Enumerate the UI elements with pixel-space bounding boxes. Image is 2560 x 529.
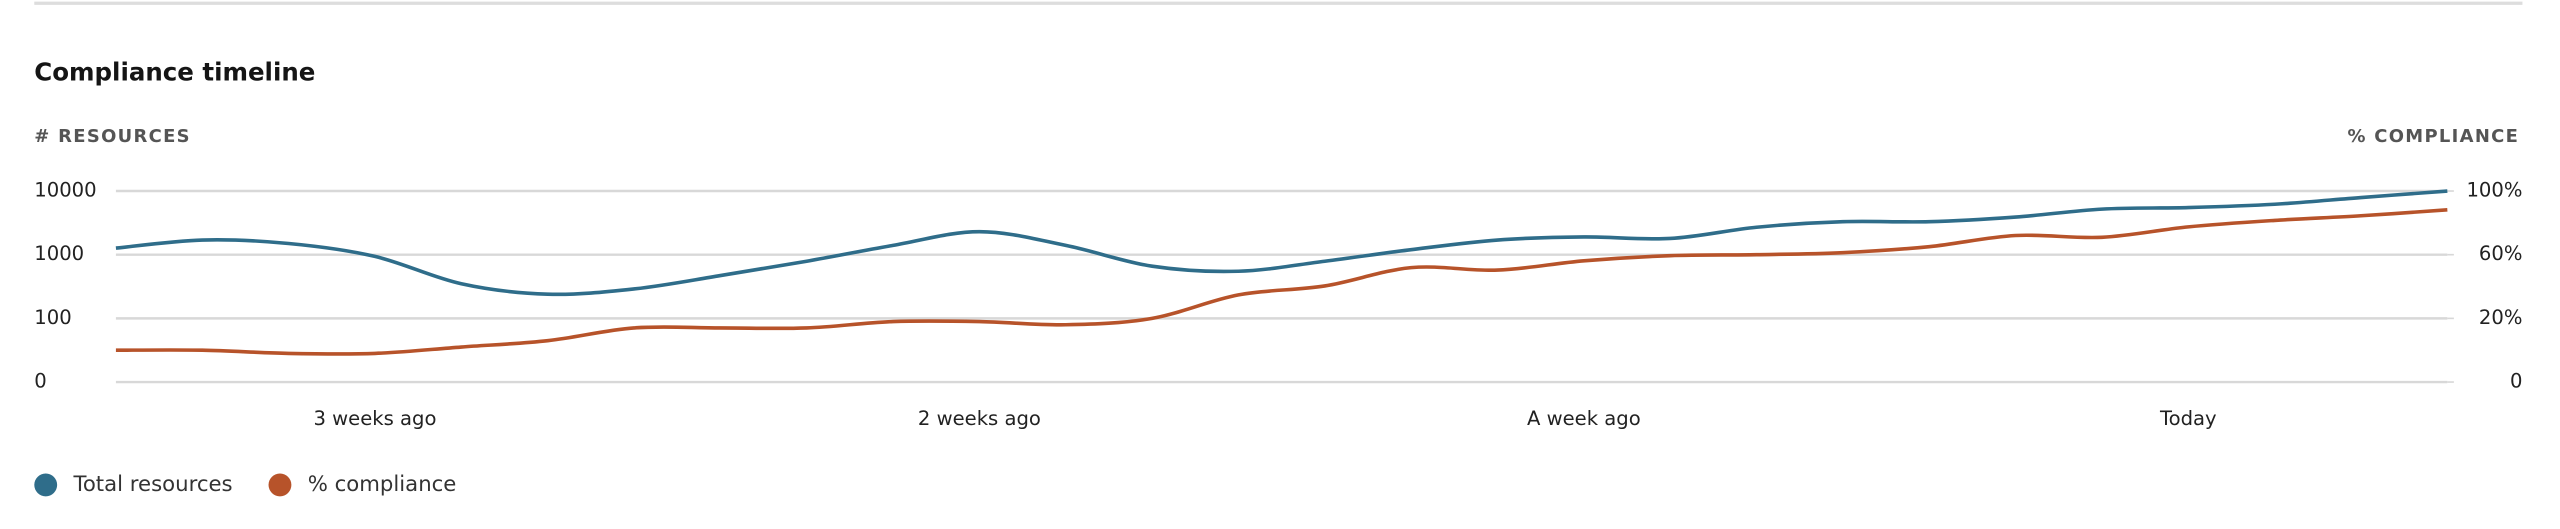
y2-axis-title: % COMPLIANCE	[2347, 126, 2519, 147]
y2-tick-label: 100%	[2466, 179, 2522, 202]
x-tick-label: 2 weeks ago	[918, 407, 1041, 430]
y-axis-title: # RESOURCES	[34, 126, 191, 147]
legend-label: % compliance	[308, 472, 457, 497]
y-tick-label: 10000	[34, 179, 96, 202]
series-line	[115, 189, 2448, 297]
series-line	[115, 208, 2448, 356]
y-tick-label: 100	[34, 306, 71, 329]
y2-tick-label: 20%	[2479, 306, 2523, 329]
legend-label: Total resources	[72, 472, 232, 497]
y-tick-label: 0	[34, 370, 46, 393]
y-tick-label: 1000	[34, 242, 84, 265]
y2-tick-label: 0	[2510, 370, 2522, 393]
x-tick-label: Today	[2159, 407, 2217, 430]
legend-swatch	[268, 473, 292, 497]
x-tick-label: A week ago	[1527, 407, 1641, 430]
legend-swatch	[34, 473, 58, 497]
x-tick-label: 3 weeks ago	[313, 407, 436, 430]
chart-title: Compliance timeline	[34, 57, 315, 86]
y2-tick-label: 60%	[2479, 242, 2523, 265]
